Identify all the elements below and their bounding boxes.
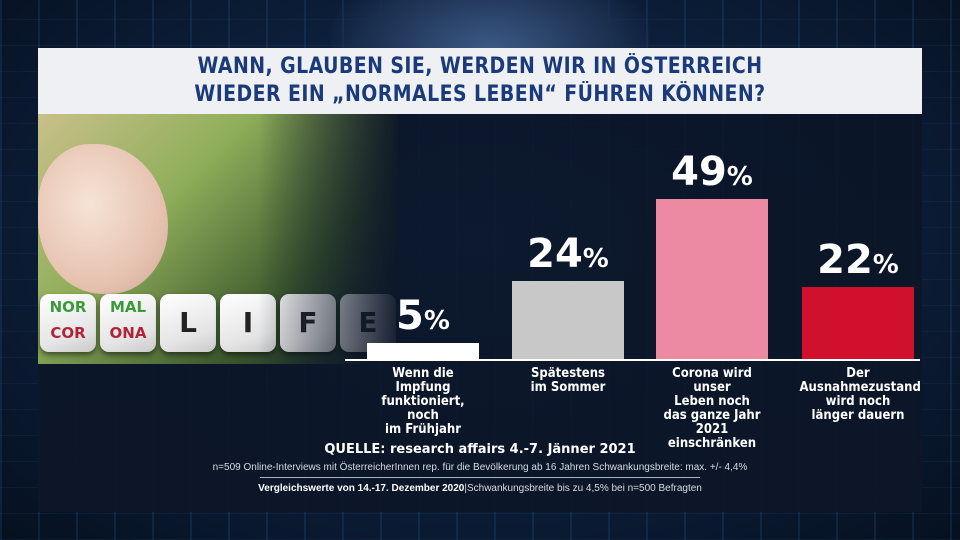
bar-3	[656, 199, 768, 359]
comparison-note: Vergleichswerte von 14.-17. Dezember 202…	[38, 483, 922, 494]
finger-image	[38, 144, 168, 294]
category-line: länger dauern	[811, 408, 905, 423]
die-nor-cor: NOR COR	[40, 294, 96, 352]
die-mal-ona: MAL ONA	[100, 294, 156, 352]
value-number: 22	[817, 237, 873, 284]
comparison-dates: Vergleichswerte von 14.-17. Dezember 202…	[258, 483, 465, 494]
sample-note: n=509 Online-Interviews mit Österreicher…	[212, 462, 748, 473]
die-bottom-text: COR	[50, 324, 86, 342]
category-label-2: Spätestens im Sommer	[510, 367, 627, 395]
value-number: 5	[396, 292, 424, 339]
category-line: Corona wird unser	[672, 366, 752, 395]
value-unit: %	[423, 305, 450, 336]
die-bottom-text: ONA	[109, 324, 147, 342]
die-top-text: NOR	[49, 298, 87, 316]
source-text: QUELLE: research affairs 4.-7. Jänner 20…	[324, 442, 636, 457]
dice-photo: NOR COR MAL ONA L I F E	[38, 114, 398, 364]
value-label-1: 5%	[363, 293, 483, 339]
chart-title-line2: WIEDER EIN „NORMALES LEBEN“ FÜHREN KÖNNE…	[194, 82, 766, 107]
category-label-3: Corona wird unser Leben noch das ganze Jah…	[654, 367, 771, 451]
bar-1	[367, 342, 479, 359]
value-unit: %	[726, 162, 753, 192]
value-number: 49	[671, 149, 727, 195]
die-letter: L	[179, 306, 197, 339]
chart-baseline	[345, 359, 920, 361]
category-line: wird noch	[825, 394, 891, 409]
category-label-1: Wenn die Impfung funktioniert, noch im Frü…	[365, 367, 482, 437]
photo-fade	[258, 114, 398, 364]
title-bar: WANN, GLAUBEN SIE, WERDEN WIR IN ÖSTERRE…	[38, 48, 922, 114]
value-label-2: 24%	[508, 231, 628, 277]
die-top-text: MAL	[109, 298, 147, 316]
value-label-3: 49%	[652, 149, 772, 195]
category-line: Leben noch	[674, 394, 750, 409]
comparison-rest: |Schwankungsbreite bis zu 4,5% bei n=500…	[464, 483, 702, 494]
value-unit: %	[582, 243, 609, 274]
value-label-4: 22%	[798, 237, 918, 283]
die-letter: I	[242, 306, 254, 339]
category-line: im Frühjahr	[385, 422, 461, 437]
category-line: Spätestens	[530, 366, 605, 381]
category-line: Der	[846, 366, 870, 381]
value-number: 24	[527, 230, 583, 277]
chart-title-line1: WANN, GLAUBEN SIE, WERDEN WIR IN ÖSTERRE…	[197, 54, 763, 79]
category-line: einschränken	[667, 436, 757, 451]
category-line: Wenn die Impfung	[392, 366, 454, 395]
bar-2	[512, 280, 624, 359]
separator-line	[260, 477, 700, 478]
value-unit: %	[872, 250, 899, 281]
bar-4	[802, 287, 914, 359]
die-letter-l: L	[160, 294, 216, 352]
category-line: funktioniert, noch	[381, 394, 465, 423]
category-line: im Sommer	[530, 380, 606, 395]
category-line: Ausnahmezustand	[799, 380, 921, 395]
category-label-4: Der Ausnahmezustand wird noch länger dauern	[799, 366, 921, 423]
category-line: das ganze Jahr 2021	[663, 408, 761, 437]
